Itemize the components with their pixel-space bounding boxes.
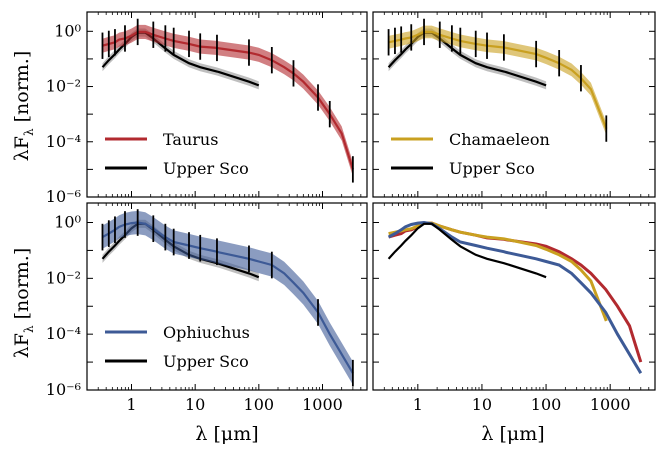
y-axis-title-top: λFλ [norm.]: [11, 51, 36, 162]
y-axis-subscript: λ: [22, 325, 36, 333]
ophiuchus-line: [101, 221, 354, 374]
y-axis-unit: [norm.]: [11, 248, 33, 326]
y-axis-title-bottom: λFλ [norm.]: [11, 248, 36, 359]
y-axis-unit: [norm.]: [11, 51, 33, 129]
panel-taurus: Taurus Upper Sco 10⁻⁶ 10⁻⁴ 10⁻² 10⁰: [46, 11, 368, 206]
x-tick-label: 1000: [302, 395, 343, 414]
y-tick-label: 10⁻⁶: [46, 380, 81, 399]
legend-label: Ophiuchus: [163, 323, 250, 342]
y-tick-label: 10⁻⁴: [46, 132, 81, 151]
x-tick-label: 100: [531, 395, 562, 414]
y-tick-label: 10⁻⁴: [46, 324, 81, 343]
y-axis-subscript: λ: [22, 128, 36, 136]
taurus-line: [388, 221, 643, 363]
y-tick-label: 10⁻⁶: [46, 187, 81, 206]
chamaeleon-band: [388, 25, 607, 136]
y-tick-label: 10⁰: [54, 213, 81, 232]
ophiuchus-band: [102, 210, 353, 385]
plot-frame: [372, 11, 656, 198]
panel-chamaeleon: Chamaeleon Upper Sco: [372, 11, 656, 198]
x-tick-label: 1: [126, 395, 136, 414]
panel-plot-area: [387, 220, 643, 374]
legend-label: Upper Sco: [449, 159, 535, 178]
x-tick-label: 10: [185, 395, 205, 414]
plot-frame: [86, 11, 368, 198]
chamaeleon-line: [388, 30, 608, 130]
legend-label: Taurus: [163, 130, 218, 149]
y-tick-label: 10⁻²: [46, 268, 81, 287]
x-tick-label: 1: [413, 395, 423, 414]
y-tick-label: 10⁰: [54, 21, 81, 40]
legend-label: Upper Sco: [163, 159, 249, 178]
uppersco-line: [387, 222, 547, 279]
legend-label: Upper Sco: [163, 352, 249, 371]
panel-plot-area: [387, 18, 608, 142]
x-axis-title-right: λ [μm]: [481, 423, 544, 445]
ophiuchus-line: [387, 220, 643, 374]
legend-label: Chamaeleon: [449, 130, 550, 149]
panel-plot-area: [101, 209, 354, 387]
x-axis-title-left: λ [μm]: [195, 423, 258, 445]
x-tick-label: 100: [244, 395, 275, 414]
panels: Taurus Upper Sco 10⁻⁶ 10⁻⁴ 10⁻² 10⁰ Chamaeleon…: [46, 11, 656, 414]
taurus-band: [102, 24, 353, 177]
panel-ophiuchus: Ophiuchus Upper Sco 1 10 100 1000 10⁻⁶ 10⁻⁴ 10⁻²…: [46, 202, 368, 414]
x-tick-label: 10: [472, 395, 492, 414]
plot-frame: [86, 202, 368, 391]
chamaeleon-line: [388, 221, 608, 322]
x-tick-label: 1000: [590, 395, 631, 414]
panel-plot-area: [101, 18, 354, 183]
plot-frame: [372, 202, 656, 391]
y-tick-label: 10⁻²: [46, 77, 81, 96]
panel-combined: 1 10 100 1000: [372, 202, 656, 414]
